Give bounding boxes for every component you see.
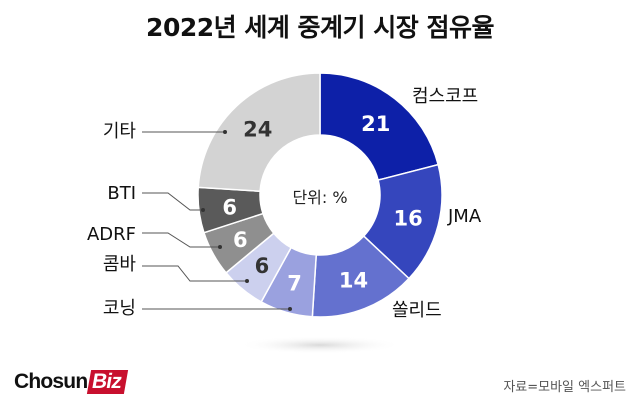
chart-title: 2022년 세계 중계기 시장 점유율 xyxy=(146,13,494,42)
leader-line-7 xyxy=(142,192,203,211)
category-label-8: 기타 xyxy=(103,121,137,142)
value-label-1: 21 xyxy=(361,112,390,136)
value-label-4: 7 xyxy=(287,271,302,295)
source-note: 자료=모바일 엑스퍼트 xyxy=(503,380,626,395)
category-label-7: BTI xyxy=(107,183,136,204)
category-label-5: 콤바 xyxy=(103,254,137,275)
leader-dot-8 xyxy=(223,130,227,134)
leader-dot-5 xyxy=(245,279,249,283)
leader-dot-7 xyxy=(201,208,205,212)
leader-dot-4 xyxy=(288,307,292,311)
chosunbiz-logo: Chosun Biz xyxy=(14,370,129,394)
value-label-5: 6 xyxy=(255,254,270,278)
category-label-4: 코닝 xyxy=(103,298,136,319)
leader-line-6 xyxy=(142,232,220,248)
category-label-3: 쏠리드 xyxy=(392,300,442,321)
category-label-1: 컴스코프 xyxy=(412,86,478,107)
logo-accent: Biz xyxy=(87,370,129,394)
leader-dot-6 xyxy=(218,245,222,249)
value-label-2: 16 xyxy=(394,207,423,231)
value-label-7: 6 xyxy=(222,195,237,219)
value-label-8: 24 xyxy=(243,118,272,142)
logo-main: Chosun xyxy=(14,370,88,393)
chart-shadow xyxy=(238,336,402,354)
value-label-6: 6 xyxy=(233,228,248,252)
leader-line-5 xyxy=(142,265,247,282)
value-label-3: 14 xyxy=(339,269,368,293)
category-label-2: JMA xyxy=(447,206,482,227)
slice-1 xyxy=(319,72,440,181)
category-label-6: ADRF xyxy=(87,224,136,245)
center-label: 단위: % xyxy=(292,188,347,207)
slice-8 xyxy=(197,72,321,193)
